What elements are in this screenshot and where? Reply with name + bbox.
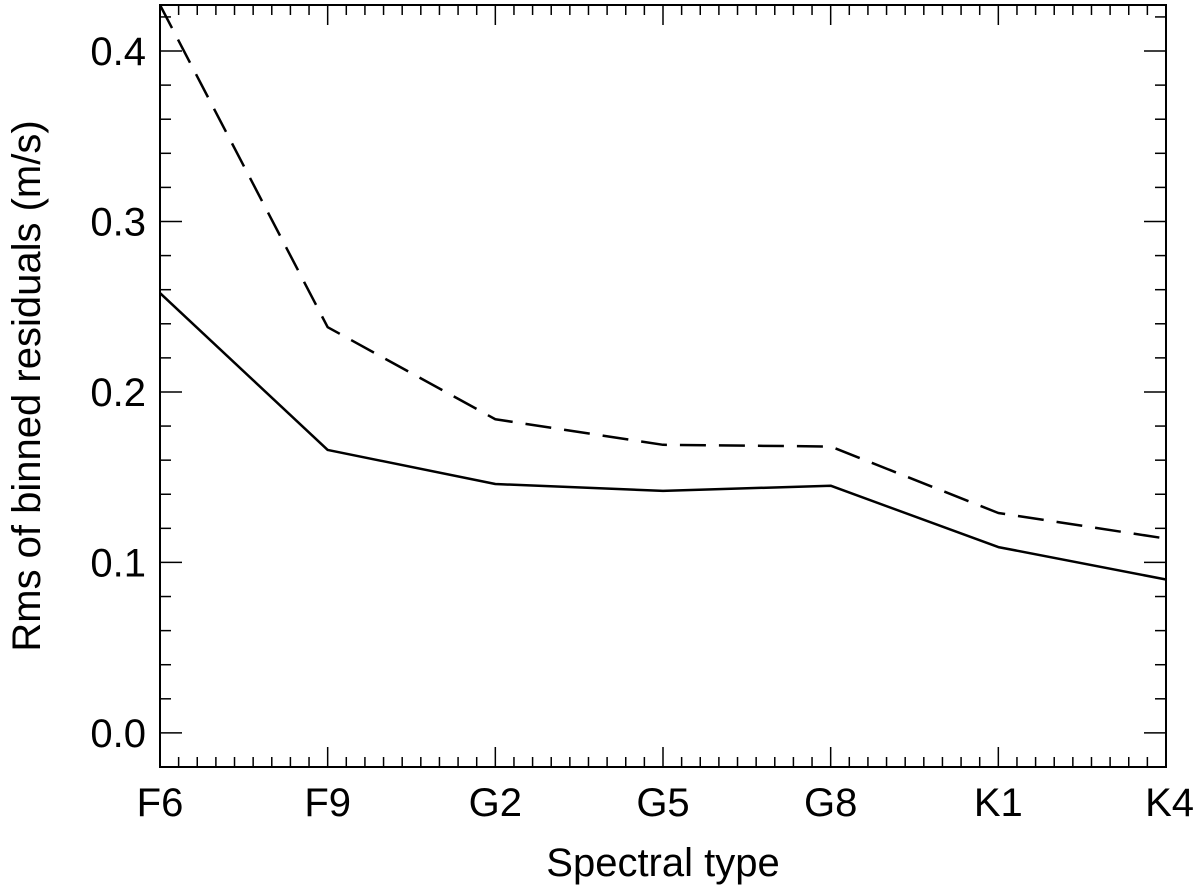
solid-series-line [159,292,1167,581]
y-tick-label: 0.3 [90,200,146,244]
y-tick-labels: 0.0 0.1 0.2 0.3 0.4 [90,30,146,756]
x-tick-label: K1 [974,781,1023,825]
axis-ticks [159,5,1167,768]
x-axis-title: Spectral type [546,841,779,885]
x-tick-labels: F6 F9 G2 G5 G8 K1 K4 [137,781,1194,825]
x-tick-label: G8 [804,781,857,825]
y-tick-label: 0.2 [90,371,146,415]
dashed-series-line [158,4,1167,540]
y-tick-label: 0.1 [90,541,146,585]
x-tick-label: F9 [304,781,351,825]
y-tick-label: 0.4 [90,30,146,74]
series-layer [158,4,1167,581]
x-tick-label: G5 [636,781,689,825]
plot-frame [159,4,1167,768]
x-tick-label: G2 [469,781,522,825]
y-axis-title: Rms of binned residuals (m/s) [5,120,49,651]
x-tick-label: K4 [1145,781,1194,825]
x-tick-label: F6 [137,781,184,825]
y-tick-label: 0.0 [90,712,146,756]
